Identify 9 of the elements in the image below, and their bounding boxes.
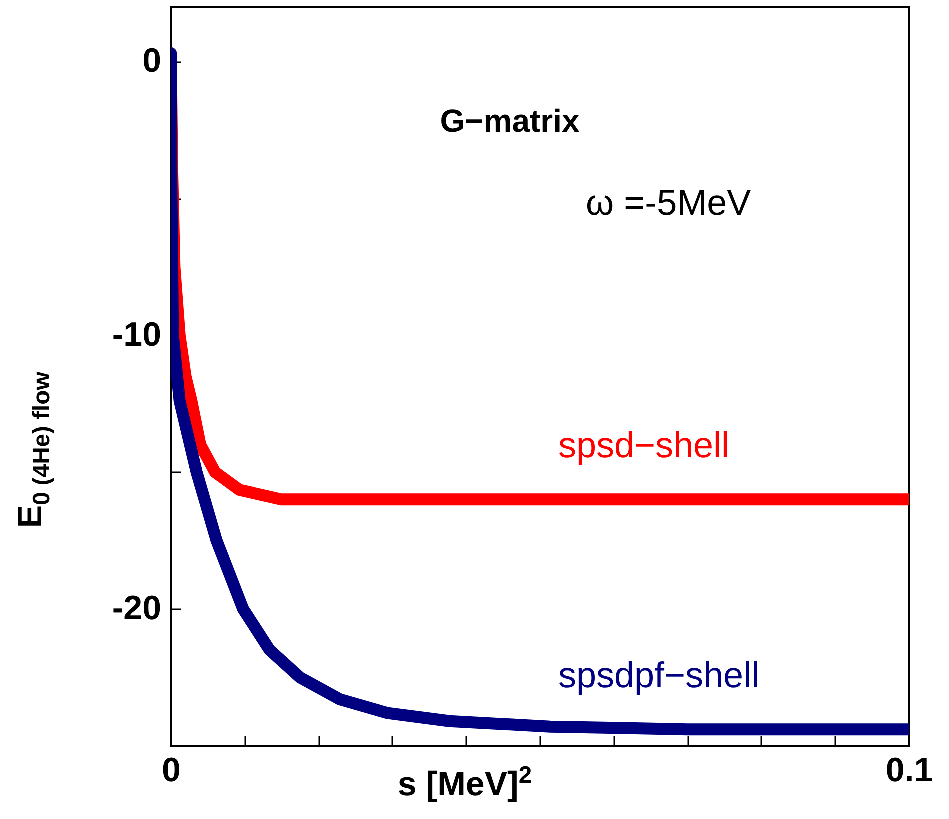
annotation: G−matrix — [440, 103, 580, 139]
x-axis-title: s [MeV]$^{2}$ — [398, 762, 532, 804]
y-tick-label: -20 — [112, 590, 162, 628]
annotation: ω =-5MeV — [586, 182, 752, 223]
y-tick-label: 0 — [142, 42, 162, 80]
y-tick-label: -10 — [112, 316, 162, 354]
series-label: spsd−shell — [558, 424, 730, 466]
series-label: spsdpf−shell — [558, 654, 760, 696]
x-tick-label: 0.1 — [886, 752, 934, 790]
